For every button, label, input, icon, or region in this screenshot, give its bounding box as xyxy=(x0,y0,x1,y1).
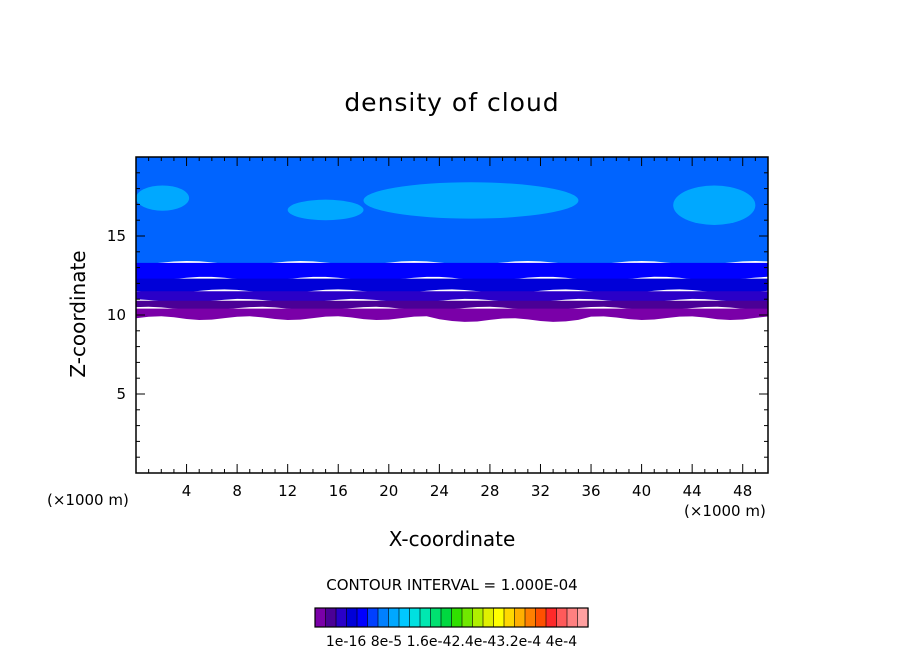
colorbar-swatch xyxy=(409,607,421,628)
colorbar-swatch xyxy=(545,607,558,628)
colorbar-swatch xyxy=(472,607,484,628)
colorbar-swatch xyxy=(356,607,369,628)
colorbar-swatch xyxy=(335,607,348,628)
density-band-level-2 xyxy=(136,291,768,303)
colorbar-swatch xyxy=(556,607,568,628)
colorbar: 1e-16 8e-5 1.6e-42.4e-43.2e-4 4e-4 xyxy=(314,607,589,650)
contour-interval-label: CONTOUR INTERVAL = 1.000E-04 xyxy=(326,576,578,594)
colorbar-swatch xyxy=(325,607,337,628)
y-tick-label: 5 xyxy=(116,385,126,403)
x-tick-label: 32 xyxy=(531,482,550,500)
y-tick-label: 10 xyxy=(107,306,126,324)
colorbar-swatch xyxy=(346,607,358,628)
colorbar-swatch xyxy=(377,607,390,628)
colorbar-swatch xyxy=(419,607,432,628)
colorbar-swatch xyxy=(314,607,327,628)
colorbar-swatch xyxy=(482,607,495,628)
colorbar-swatch xyxy=(524,607,537,628)
x-tick-label: 36 xyxy=(581,482,600,500)
x-axis-label: X-coordinate xyxy=(388,527,516,551)
colorbar-swatch xyxy=(388,607,400,628)
x-tick-label: 12 xyxy=(278,482,297,500)
colorbar-swatch xyxy=(440,607,453,628)
colorbar-swatch xyxy=(430,607,442,628)
x-tick-label: 24 xyxy=(430,482,449,500)
density-band-level-4 xyxy=(136,262,768,281)
x-tick-label: 40 xyxy=(632,482,651,500)
colorbar-swatch xyxy=(566,607,579,628)
colorbar-frame xyxy=(314,607,589,628)
colorbar-swatch xyxy=(461,607,474,628)
x-tick-label: 20 xyxy=(379,482,398,500)
heatmap-layer xyxy=(136,157,768,322)
density-band-level-1 xyxy=(136,300,768,311)
x-tick-label: 48 xyxy=(733,482,752,500)
x-scale-label-left: (×1000 m) xyxy=(47,491,129,509)
x-tick-label: 4 xyxy=(182,482,192,500)
colorbar-swatch xyxy=(577,607,589,628)
colorbar-swatch xyxy=(503,607,516,628)
y-axis-label: Z-coordinate xyxy=(66,250,90,378)
density-patch-0 xyxy=(136,185,190,211)
density-band-level-3 xyxy=(136,278,768,294)
x-tick-label: 8 xyxy=(232,482,242,500)
x-tick-label: 16 xyxy=(329,482,348,500)
colorbar-swatch xyxy=(367,607,379,628)
y-tick-label: 15 xyxy=(107,227,126,245)
density-band-level-0 xyxy=(136,308,768,322)
density-patch-3 xyxy=(673,185,756,225)
colorbar-swatch xyxy=(514,607,526,628)
colorbar-swatch xyxy=(493,607,505,628)
x-tick-label: 44 xyxy=(683,482,702,500)
x-scale-label-right: (×1000 m) xyxy=(684,502,766,520)
colorbar-tick-labels: 1e-16 8e-5 1.6e-42.4e-43.2e-4 4e-4 xyxy=(326,634,577,650)
colorbar-swatch xyxy=(398,607,411,628)
density-patch-1 xyxy=(363,182,579,219)
chart-title: density of cloud xyxy=(344,88,560,117)
colorbar-swatch xyxy=(535,607,547,628)
x-tick-label: 28 xyxy=(480,482,499,500)
colorbar-swatch xyxy=(451,607,463,628)
density-patch-2 xyxy=(287,199,364,221)
